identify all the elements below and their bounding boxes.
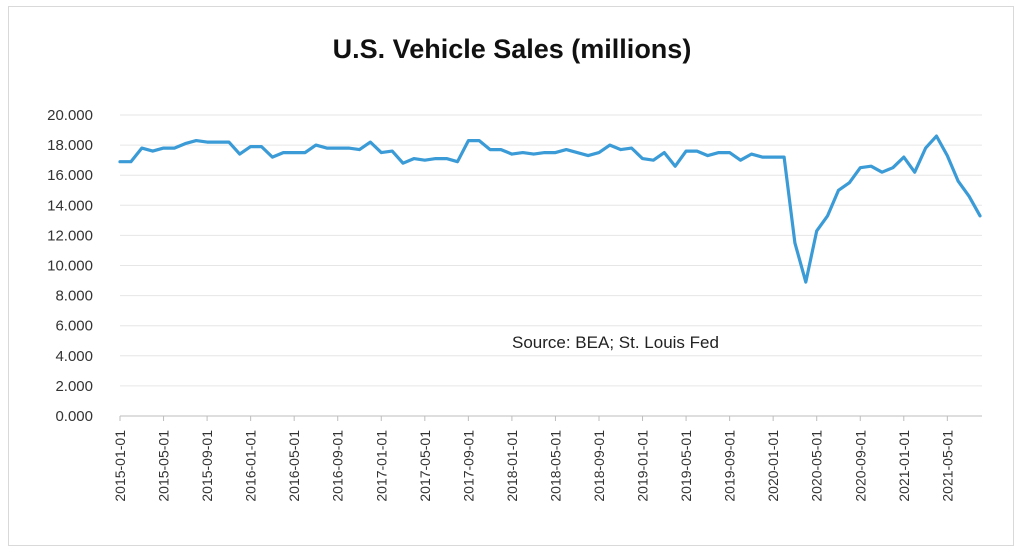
y-tick-label: 0.000 <box>55 408 93 425</box>
x-tick-label: 2017-09-01 <box>460 430 476 502</box>
x-tick-label: 2015-09-01 <box>199 430 215 502</box>
chart-frame <box>8 6 1014 546</box>
y-tick-label: 8.000 <box>55 288 93 305</box>
y-tick-label: 6.000 <box>55 318 93 335</box>
x-tick-label: 2016-09-01 <box>330 430 346 502</box>
y-tick-label: 18.000 <box>47 137 93 154</box>
y-tick-label: 4.000 <box>55 348 93 365</box>
x-tick-label: 2015-01-01 <box>112 430 128 502</box>
y-tick-label: 20.000 <box>47 107 93 124</box>
x-tick-label: 2019-01-01 <box>635 430 651 502</box>
y-tick-label: 14.000 <box>47 197 93 214</box>
y-tick-label: 10.000 <box>47 258 93 275</box>
x-tick-label: 2021-01-01 <box>896 430 912 502</box>
x-tick-label: 2019-05-01 <box>678 430 694 502</box>
x-tick-label: 2015-05-01 <box>156 430 172 502</box>
chart-title: U.S. Vehicle Sales (millions) <box>332 34 692 64</box>
x-tick-label: 2017-01-01 <box>373 430 389 502</box>
y-tick-label: 12.000 <box>47 227 93 244</box>
x-tick-label: 2017-05-01 <box>417 430 433 502</box>
x-tick-label: 2020-05-01 <box>809 430 825 502</box>
y-tick-label: 16.000 <box>47 167 93 184</box>
x-tick-label: 2018-09-01 <box>591 430 607 502</box>
x-tick-label: 2020-09-01 <box>852 430 868 502</box>
x-tick-label: 2018-01-01 <box>504 430 520 502</box>
y-tick-label: 2.000 <box>55 378 93 395</box>
x-tick-label: 2021-05-01 <box>939 430 955 502</box>
series-line <box>118 134 982 284</box>
source-annotation: Source: BEA; St. Louis Fed <box>512 333 719 352</box>
x-tick-label: 2018-05-01 <box>547 430 563 502</box>
x-tick-label: 2016-01-01 <box>243 430 259 502</box>
x-tick-label: 2020-01-01 <box>765 430 781 502</box>
x-tick-label: 2019-09-01 <box>722 430 738 502</box>
x-tick-label: 2016-05-01 <box>286 430 302 502</box>
